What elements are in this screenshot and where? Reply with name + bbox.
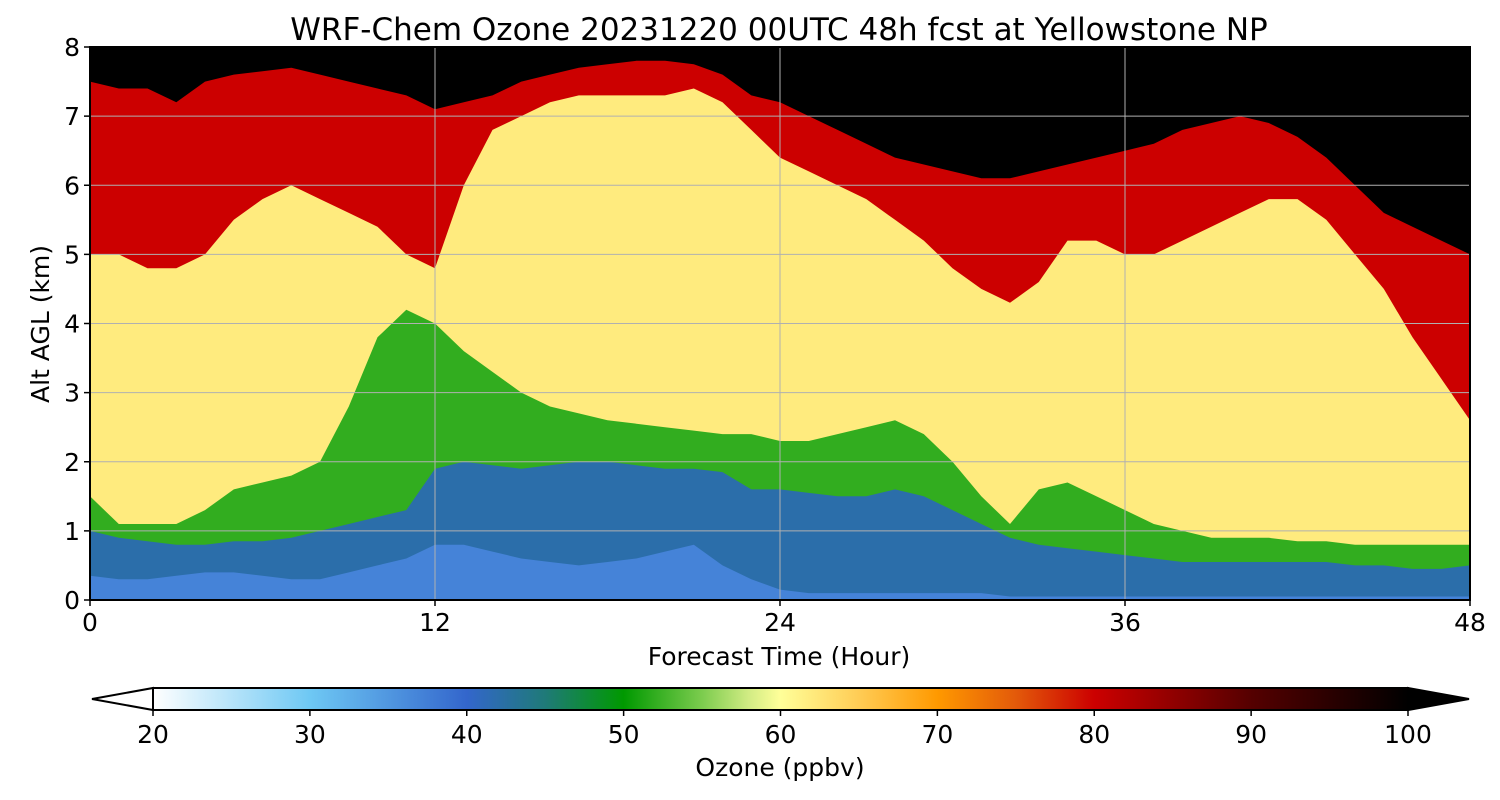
y-tick-label: 7 (64, 102, 80, 131)
colorbar-tick-label: 80 (1078, 720, 1110, 749)
colorbar-tick-label: 40 (451, 720, 483, 749)
colorbar-tick-label: 100 (1384, 720, 1432, 749)
x-tick-label: 48 (1454, 608, 1486, 637)
colorbar-tick-label: 20 (137, 720, 169, 749)
y-tick-label: 5 (64, 240, 80, 269)
plot-area (89, 46, 1471, 601)
x-tick-label: 12 (419, 608, 451, 637)
x-tick-label: 0 (82, 608, 98, 637)
colorbar-tick-label: 90 (1235, 720, 1267, 749)
x-tick-label: 24 (764, 608, 796, 637)
colorbar-extend-low (91, 686, 154, 712)
colorbar: 20 30 40 50 60 70 80 90 100 Ozone (ppbv) (91, 686, 1470, 782)
gridlines (90, 47, 1470, 600)
y-tick-label: 1 (64, 517, 80, 546)
x-axis-label: Forecast Time (Hour) (648, 642, 911, 671)
y-tick-label: 3 (64, 379, 80, 408)
colorbar-ticks: 20 30 40 50 60 70 80 90 100 (137, 710, 1432, 749)
y-tick-label: 4 (64, 310, 80, 339)
y-axis-ticks: 0 1 2 3 4 5 6 7 8 (64, 33, 90, 615)
y-tick-label: 6 (64, 171, 80, 200)
y-tick-label: 8 (64, 33, 80, 62)
colorbar-tick-label: 30 (294, 720, 326, 749)
y-tick-label: 2 (64, 448, 80, 477)
x-axis-ticks: 0 12 24 36 48 (82, 600, 1486, 637)
chart-title: WRF-Chem Ozone 20231220 00UTC 48h fcst a… (290, 12, 1267, 48)
colorbar-gradient (152, 687, 1409, 711)
colorbar-tick-label: 50 (608, 720, 640, 749)
x-tick-label: 36 (1109, 608, 1141, 637)
colorbar-label: Ozone (ppbv) (695, 753, 864, 782)
colorbar-tick-label: 70 (921, 720, 953, 749)
colorbar-tick-label: 60 (765, 720, 797, 749)
y-tick-label: 0 (64, 586, 80, 615)
y-axis-label: Alt AGL (km) (26, 245, 55, 403)
colorbar-extend-high (1407, 686, 1470, 712)
